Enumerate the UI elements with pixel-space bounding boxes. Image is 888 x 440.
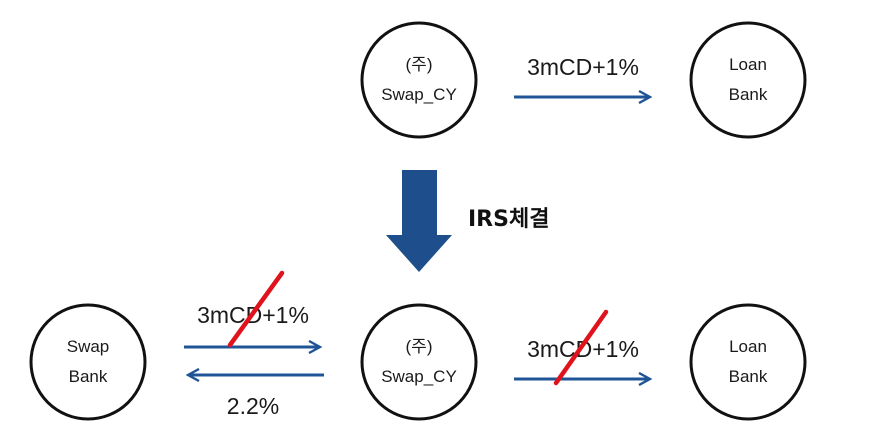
top-company-node: (주) Swap_CY: [360, 21, 478, 139]
bottom-loan-bank-node-line1: Loan: [729, 337, 767, 356]
bottom-swap-bank-node-line1: Swap: [67, 337, 110, 356]
bottom-company-node: (주) Swap_CY: [360, 303, 478, 421]
top-loan-bank-node: Loan Bank: [689, 21, 807, 139]
bottom-swap-bank-node: Swap Bank: [29, 303, 147, 421]
bottom-company-node-line1: (주): [406, 337, 433, 356]
top-loan-bank-node-line2: Bank: [729, 85, 768, 104]
down-arrow-icon: [386, 170, 452, 272]
top-company-node-line2: Swap_CY: [381, 85, 457, 104]
top-loan-bank-node-line1: Loan: [729, 55, 767, 74]
bottom-loan-bank-node-line2: Bank: [729, 367, 768, 386]
strike-mark-swap-bank: [227, 270, 285, 348]
flow-from-swap-bank-label: 2.2%: [227, 393, 279, 419]
strike-mark-loan-bank: [553, 309, 609, 386]
flow-to-loan-bank-label: 3mCD+1%: [527, 336, 639, 362]
irs-step-label: IRS체결: [468, 207, 549, 232]
bottom-company-node-line2: Swap_CY: [381, 367, 457, 386]
top-company-node-line1: (주): [406, 55, 433, 74]
bottom-swap-bank-node-line2: Bank: [69, 367, 108, 386]
top-flow-label: 3mCD+1%: [527, 54, 639, 80]
bottom-loan-bank-node: Loan Bank: [689, 303, 807, 421]
